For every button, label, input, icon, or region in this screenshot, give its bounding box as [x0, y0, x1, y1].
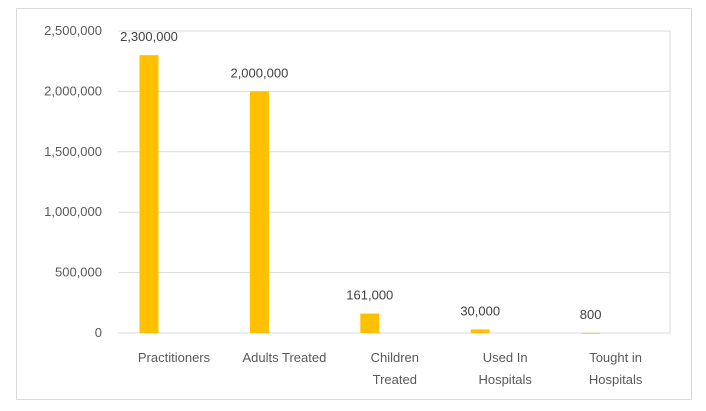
bar: [470, 329, 490, 333]
y-tick-label: 1,500,000: [44, 144, 102, 159]
x-tick-label: Hospitals: [589, 372, 643, 387]
x-axis: Practitioners Adults Treated Children Treat…: [138, 350, 643, 387]
data-labels: 2,300,000 2,000,000 161,000 30,000 800: [120, 29, 601, 322]
data-label: 2,300,000: [120, 29, 178, 44]
x-tick-label: Hospitals: [478, 372, 532, 387]
bars: [139, 55, 601, 334]
y-tick-label: 500,000: [55, 265, 102, 280]
x-tick-label: Treated: [373, 372, 417, 387]
chart-frame: [16, 8, 692, 400]
x-tick-label: Used In: [483, 350, 528, 365]
data-label: 2,000,000: [230, 65, 288, 80]
bar: [139, 55, 159, 333]
bar: [249, 91, 269, 334]
data-label: 30,000: [460, 303, 500, 318]
data-label: 161,000: [346, 288, 393, 303]
x-tick-label: Practitioners: [138, 350, 211, 365]
y-tick-label: 2,000,000: [44, 83, 102, 98]
data-label: 800: [580, 307, 602, 322]
y-axis: 0 500,000 1,000,000 1,500,000 2,000,000 2,500…: [44, 23, 102, 340]
y-tick-label: 0: [95, 325, 102, 340]
x-tick-label: Tought in: [589, 350, 642, 365]
y-tick-label: 2,500,000: [44, 23, 102, 38]
x-tick-label: Adults Treated: [242, 350, 326, 365]
x-tick-label: Children: [371, 350, 419, 365]
bar: [581, 332, 601, 334]
bar: [360, 313, 380, 333]
gridlines: [118, 30, 671, 334]
y-tick-label: 1,000,000: [44, 204, 102, 219]
